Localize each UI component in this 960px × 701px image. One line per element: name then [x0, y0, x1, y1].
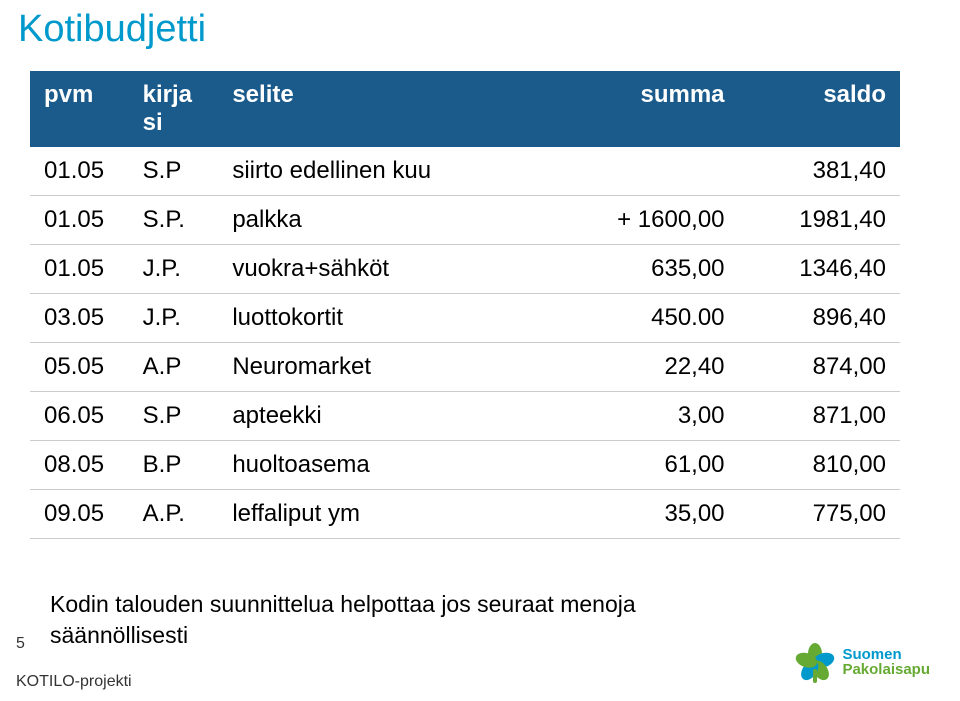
col-saldo: saldo	[739, 71, 900, 147]
cell-kirja: S.P	[129, 392, 219, 441]
cell-saldo: 871,00	[739, 392, 900, 441]
logo-line2: Pakolaisapu	[842, 661, 930, 678]
table-body: 01.05 S.P siirto edellinen kuu 381,40 01…	[30, 147, 900, 539]
note-line1: Kodin talouden suunnittelua helpottaa jo…	[50, 591, 636, 617]
cell-saldo: 874,00	[739, 343, 900, 392]
cell-selite: leffaliput ym	[218, 490, 577, 539]
cell-kirja: S.P	[129, 147, 219, 196]
cell-summa: 450.00	[577, 294, 738, 343]
page-title: Kotibudjetti	[18, 8, 960, 51]
cell-summa: 3,00	[577, 392, 738, 441]
project-label: KOTILO-projekti	[16, 673, 132, 691]
table-row: 05.05 A.P Neuromarket 22,40 874,00	[30, 343, 900, 392]
table-row: 01.05 S.P siirto edellinen kuu 381,40	[30, 147, 900, 196]
cell-pvm: 09.05	[30, 490, 129, 539]
budget-table-wrap: pvm kirja si selite summa saldo 01.05 S.…	[30, 71, 900, 539]
cell-summa: 22,40	[577, 343, 738, 392]
cell-saldo: 1346,40	[739, 245, 900, 294]
footer-note: Kodin talouden suunnittelua helpottaa jo…	[50, 589, 636, 651]
cell-summa: 35,00	[577, 490, 738, 539]
cell-pvm: 03.05	[30, 294, 129, 343]
budget-table: pvm kirja si selite summa saldo 01.05 S.…	[30, 71, 900, 539]
cell-saldo: 1981,40	[739, 196, 900, 245]
cell-selite: Neuromarket	[218, 343, 577, 392]
table-row: 06.05 S.P apteekki 3,00 871,00	[30, 392, 900, 441]
cell-kirja: J.P.	[129, 294, 219, 343]
table-row: 03.05 J.P. luottokortit 450.00 896,40	[30, 294, 900, 343]
cell-kirja: A.P.	[129, 490, 219, 539]
cell-summa: 635,00	[577, 245, 738, 294]
col-kirja: kirja si	[129, 71, 219, 147]
flower-icon	[794, 641, 836, 683]
cell-kirja: S.P.	[129, 196, 219, 245]
cell-summa: 61,00	[577, 441, 738, 490]
cell-selite: huoltoasema	[218, 441, 577, 490]
cell-selite: apteekki	[218, 392, 577, 441]
col-selite: selite	[218, 71, 577, 147]
logo-text: Suomen Pakolaisapu	[842, 647, 930, 677]
cell-pvm: 01.05	[30, 147, 129, 196]
cell-summa: + 1600,00	[577, 196, 738, 245]
cell-saldo: 896,40	[739, 294, 900, 343]
col-pvm: pvm	[30, 71, 129, 147]
cell-saldo: 775,00	[739, 490, 900, 539]
cell-kirja: B.P	[129, 441, 219, 490]
cell-saldo: 810,00	[739, 441, 900, 490]
table-row: 08.05 B.P huoltoasema 61,00 810,00	[30, 441, 900, 490]
note-line2: säännöllisesti	[50, 622, 188, 648]
cell-pvm: 06.05	[30, 392, 129, 441]
cell-kirja: A.P	[129, 343, 219, 392]
table-row: 09.05 A.P. leffaliput ym 35,00 775,00	[30, 490, 900, 539]
slide-number: 5	[16, 635, 25, 653]
col-summa: summa	[577, 71, 738, 147]
cell-pvm: 05.05	[30, 343, 129, 392]
table-header-row: pvm kirja si selite summa saldo	[30, 71, 900, 147]
cell-kirja: J.P.	[129, 245, 219, 294]
cell-selite: siirto edellinen kuu	[218, 147, 577, 196]
cell-selite: vuokra+sähköt	[218, 245, 577, 294]
cell-pvm: 01.05	[30, 245, 129, 294]
cell-summa	[577, 147, 738, 196]
logo: Suomen Pakolaisapu	[794, 641, 930, 683]
cell-saldo: 381,40	[739, 147, 900, 196]
cell-pvm: 01.05	[30, 196, 129, 245]
cell-selite: luottokortit	[218, 294, 577, 343]
table-row: 01.05 J.P. vuokra+sähköt 635,00 1346,40	[30, 245, 900, 294]
table-row: 01.05 S.P. palkka + 1600,00 1981,40	[30, 196, 900, 245]
cell-pvm: 08.05	[30, 441, 129, 490]
cell-selite: palkka	[218, 196, 577, 245]
